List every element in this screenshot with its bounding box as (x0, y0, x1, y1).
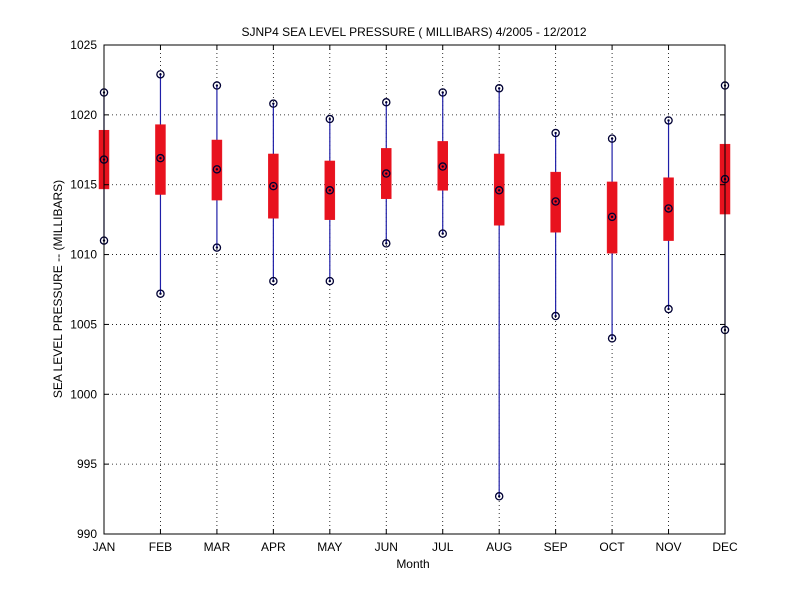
min-marker-dot (272, 279, 275, 283)
max-marker (212, 81, 222, 90)
max-marker-dot (667, 119, 670, 122)
iqr-box (155, 124, 166, 195)
x-tick-label: MAR (204, 540, 231, 554)
y-tick-label: 1020 (70, 108, 97, 122)
max-marker-dot (554, 131, 557, 135)
x-tick-label: NOV (656, 540, 682, 554)
y-tick-label: 995 (77, 457, 97, 471)
box-oct (606, 134, 618, 343)
median-marker (212, 165, 222, 174)
min-marker (212, 243, 222, 252)
median-marker (607, 212, 617, 222)
max-marker (382, 98, 391, 107)
max-marker-dot (215, 84, 219, 87)
median-marker (269, 181, 278, 191)
max-marker-dot (328, 117, 332, 121)
max-marker-dot (497, 87, 501, 90)
max-marker (664, 116, 673, 125)
median-marker (325, 186, 335, 195)
max-marker (607, 134, 617, 143)
y-tick-label: 1005 (70, 317, 97, 331)
x-tick-label: APR (261, 540, 286, 554)
box-feb (155, 70, 166, 298)
max-marker-dot (441, 91, 444, 94)
x-tick-label: JUL (432, 540, 454, 554)
marks-layer (98, 70, 731, 501)
median-marker-dot (328, 189, 332, 192)
y-tick-label: 1010 (70, 248, 97, 262)
chart-title: SJNP4 SEA LEVEL PRESSURE ( MILLIBARS) 4/… (241, 25, 586, 39)
median-marker-dot (272, 184, 275, 188)
grid-layer (104, 45, 725, 534)
median-marker (551, 197, 560, 206)
box-may (324, 114, 336, 286)
min-marker-dot (610, 337, 614, 340)
max-marker-dot (385, 101, 388, 104)
min-marker (325, 276, 335, 286)
max-marker (325, 114, 335, 124)
x-tick-label: OCT (599, 540, 625, 554)
min-marker-dot (215, 246, 219, 249)
median-marker (664, 204, 673, 213)
x-tick-label: AUG (486, 540, 512, 554)
min-marker-dot (385, 242, 388, 245)
median-marker (156, 153, 165, 163)
y-tick-label: 1000 (70, 387, 97, 401)
x-tick-label: FEB (149, 540, 172, 554)
max-marker (551, 128, 560, 138)
median-marker (382, 169, 391, 178)
x-tick-label: SEP (544, 540, 568, 554)
x-tick-label: MAY (317, 540, 342, 554)
median-marker-dot (215, 168, 219, 171)
y-axis-label: SEA LEVEL PRESSURE -- (MILLIBARS) (51, 180, 65, 398)
plot-frame (103, 44, 726, 535)
box-aug (493, 84, 505, 501)
box-jul (437, 88, 448, 238)
x-axis-label: Month (396, 557, 429, 571)
min-marker (156, 289, 165, 298)
median-marker (494, 186, 504, 195)
min-marker (664, 304, 673, 314)
median-marker-dot (385, 172, 388, 175)
max-marker-dot (272, 102, 275, 105)
median-marker-dot (610, 215, 614, 219)
median-marker-dot (159, 156, 162, 160)
min-marker-dot (159, 292, 162, 295)
median-marker-dot (667, 207, 670, 210)
min-marker-dot (497, 495, 501, 498)
y-tick-label: 1015 (70, 178, 97, 192)
box-jun (381, 98, 392, 248)
median-marker-dot (497, 189, 501, 192)
max-marker-dot (610, 137, 614, 140)
x-tick-label: DEC (712, 540, 738, 554)
min-marker-dot (328, 279, 332, 283)
min-marker (494, 492, 504, 501)
max-marker (156, 70, 165, 79)
min-marker (551, 311, 560, 321)
y-tick-label: 1025 (70, 38, 97, 52)
box-apr (268, 99, 279, 286)
max-marker-dot (159, 73, 162, 76)
min-marker (607, 334, 617, 343)
max-marker (269, 99, 278, 108)
box-nov (663, 116, 674, 314)
max-marker (494, 84, 504, 93)
max-marker (438, 88, 447, 97)
median-marker (438, 162, 447, 171)
box-mar (211, 81, 223, 252)
median-marker-dot (441, 165, 444, 168)
min-marker-dot (667, 307, 670, 311)
min-marker (269, 276, 278, 286)
median-marker-dot (554, 200, 557, 203)
x-tick-label: JAN (93, 540, 116, 554)
x-tick-label: JUN (375, 540, 398, 554)
y-tick-label: 990 (77, 527, 97, 541)
min-marker-dot (441, 232, 444, 235)
min-marker-dot (554, 314, 557, 318)
min-marker (438, 229, 447, 238)
min-marker (382, 239, 391, 248)
box-sep (550, 128, 561, 321)
axes-layer: 990 995 1000 1005 1010 1015 1020 1025 JAN FEB MAR A… (70, 38, 738, 554)
